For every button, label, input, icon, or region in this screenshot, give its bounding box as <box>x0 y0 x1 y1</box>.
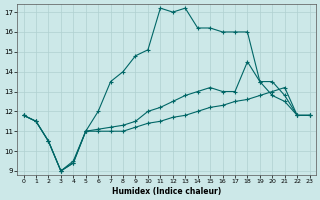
X-axis label: Humidex (Indice chaleur): Humidex (Indice chaleur) <box>112 187 221 196</box>
